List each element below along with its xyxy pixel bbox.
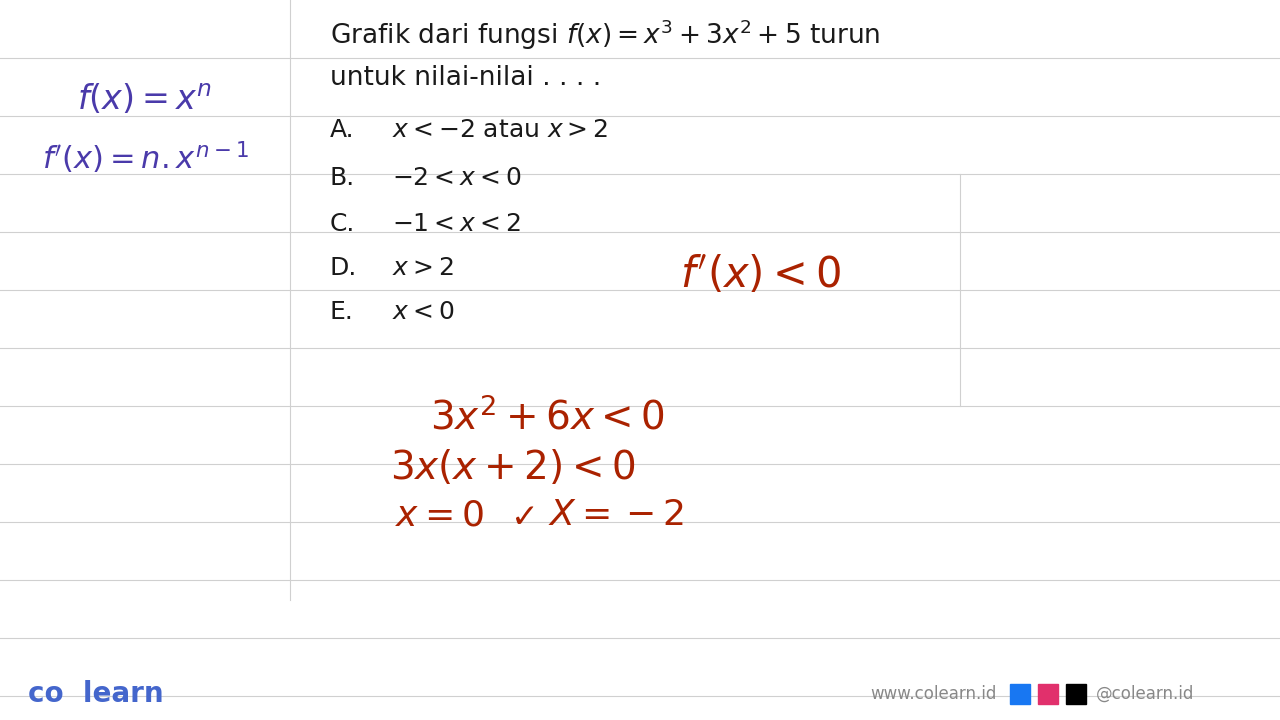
Text: $f'(x) = n . x^{n-1}$: $f'(x) = n . x^{n-1}$: [42, 140, 248, 176]
Text: Grafik dari fungsi $f(x) = x^3 + 3x^2 + 5$ turun: Grafik dari fungsi $f(x) = x^3 + 3x^2 + …: [330, 18, 881, 53]
Text: $X = -2$: $X = -2$: [548, 498, 685, 532]
Text: D.: D.: [330, 256, 357, 280]
Bar: [1038, 684, 1059, 704]
Text: $-1 < x < 2$: $-1 < x < 2$: [392, 212, 521, 236]
Text: $3x^2 + 6x < 0$: $3x^2 + 6x < 0$: [430, 398, 666, 438]
Text: @colearn.id: @colearn.id: [1096, 685, 1194, 703]
Text: $x > 2$: $x > 2$: [392, 256, 453, 280]
Text: $x < -2$ atau $x > 2$: $x < -2$ atau $x > 2$: [392, 118, 608, 142]
Text: $f(x) = x^n$: $f(x) = x^n$: [78, 83, 212, 117]
Text: $x < 0$: $x < 0$: [392, 300, 454, 324]
Bar: [1066, 684, 1085, 704]
Text: $f'(x) < 0$: $f'(x) < 0$: [680, 254, 841, 296]
Text: C.: C.: [330, 212, 356, 236]
Text: untuk nilai-nilai . . . .: untuk nilai-nilai . . . .: [330, 65, 602, 91]
Text: $3x(x + 2) < 0$: $3x(x + 2) < 0$: [390, 449, 635, 487]
Text: $-2 < x < 0$: $-2 < x < 0$: [392, 166, 521, 190]
Text: co  learn: co learn: [28, 680, 164, 708]
Text: $x = 0$: $x = 0$: [396, 498, 484, 532]
Bar: [1010, 684, 1030, 704]
Text: www.colearn.id: www.colearn.id: [870, 685, 996, 703]
Text: E.: E.: [330, 300, 353, 324]
Text: B.: B.: [330, 166, 356, 190]
Text: A.: A.: [330, 118, 355, 142]
Text: $\checkmark$: $\checkmark$: [509, 498, 534, 531]
